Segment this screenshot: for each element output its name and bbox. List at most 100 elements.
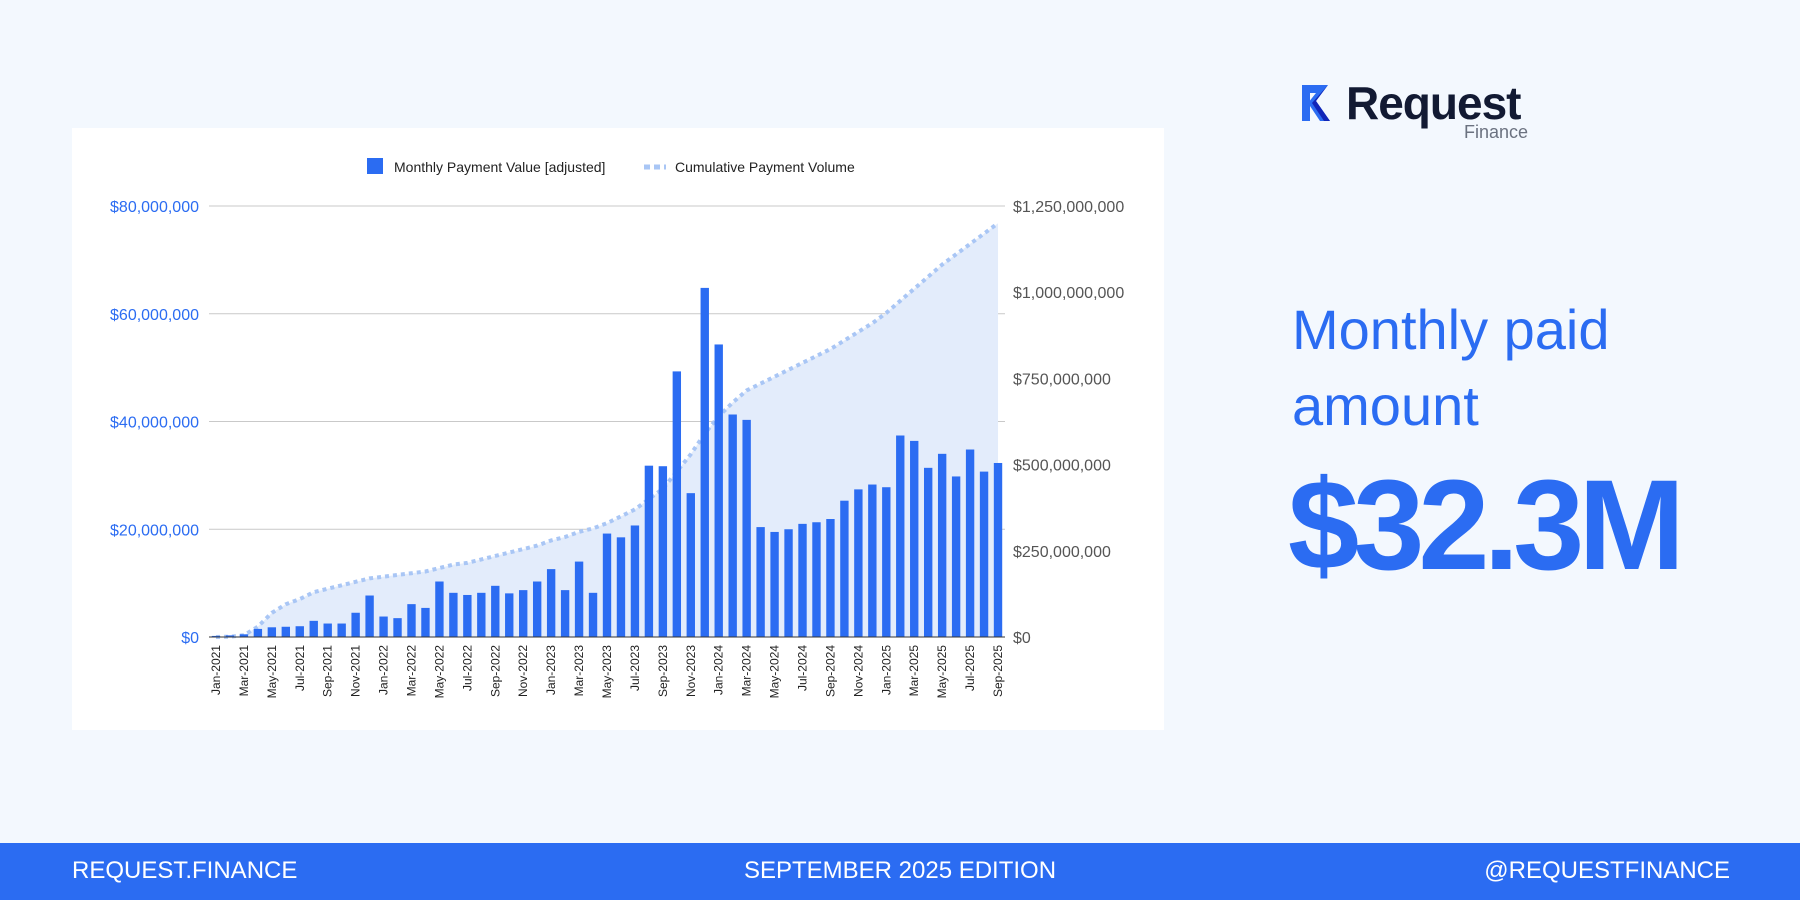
x-tick-label: Mar-2022	[404, 645, 418, 697]
x-tick-label: Nov-2022	[516, 645, 530, 697]
bar-May-2023	[602, 533, 612, 637]
x-tick-label: May-2024	[768, 645, 782, 699]
bar-Nov-2023	[686, 493, 695, 637]
x-tick-label: Jan-2022	[377, 645, 391, 695]
bar-May-2022	[435, 581, 444, 637]
bar-May-2024	[770, 531, 779, 637]
x-tick-label: May-2025	[935, 645, 949, 699]
x-tick-label: Sep-2022	[488, 645, 502, 697]
bar-Sep-2023	[658, 466, 668, 637]
bar-Oct-2022	[505, 593, 514, 637]
x-tick-label: Jan-2024	[712, 645, 726, 695]
y-right-tick-label: $1,250,000,000	[1013, 199, 1124, 216]
bar-Jan-2021	[211, 635, 221, 637]
x-tick-label: May-2023	[600, 645, 614, 699]
x-tick-label: Sep-2023	[656, 645, 670, 697]
bar-Feb-2025	[896, 435, 905, 637]
x-tick-label: Sep-2024	[823, 645, 837, 697]
payments-chart: $0 $20,000,000 $40,000,000 $60,000,000 $80,0…	[110, 158, 1124, 699]
bar-Sep-2024	[826, 519, 835, 637]
bar-Aug-2025	[979, 471, 989, 637]
bar-Jan-2023	[546, 569, 556, 637]
y-left-tick-label: $20,000,000	[110, 522, 199, 539]
bar-Aug-2023	[644, 465, 654, 637]
bar-Jul-2022	[463, 594, 472, 637]
highlight-value: $32.3M	[1288, 454, 1685, 597]
bar-Feb-2022	[393, 618, 402, 637]
bar-Apr-2024	[756, 527, 765, 637]
legend-bar-swatch	[367, 158, 383, 174]
x-tick-label: Jul-2021	[293, 645, 307, 691]
request-logo-icon	[1302, 85, 1330, 121]
bar-Dec-2024	[868, 484, 877, 637]
bar-May-2021	[267, 627, 277, 637]
bar-Oct-2021	[337, 623, 346, 637]
footer-handle[interactable]: @REQUESTFINANCE	[1484, 857, 1730, 884]
bar-Nov-2024	[854, 489, 863, 637]
bar-Jul-2024	[798, 523, 807, 637]
bar-Apr-2021	[253, 628, 263, 637]
bar-Jun-2022	[449, 592, 458, 637]
bar-Mar-2023	[574, 561, 584, 637]
x-tick-label: Mar-2021	[237, 645, 251, 697]
footer-website[interactable]: REQUEST.FINANCE	[72, 857, 298, 884]
footer-edition: SEPTEMBER 2025 EDITION	[743, 857, 1057, 884]
x-tick-label: Jan-2021	[209, 645, 223, 695]
bar-Nov-2021	[351, 612, 360, 637]
legend-bar-label: Monthly Payment Value [adjusted]	[394, 159, 605, 175]
footer-bar: REQUEST.FINANCE SEPTEMBER 2025 EDITION @…	[0, 843, 1800, 900]
bar-Jul-2023	[630, 525, 640, 637]
bar-Aug-2024	[812, 522, 821, 637]
bar-Jul-2025	[965, 449, 975, 637]
y-left-tick-label: $40,000,000	[110, 415, 199, 432]
brand-sub: Finance	[1463, 122, 1528, 142]
x-tick-label: May-2022	[432, 645, 446, 699]
x-tick-label: Mar-2023	[572, 645, 586, 697]
bar-Jul-2021	[295, 626, 304, 637]
x-tick-label: Nov-2021	[349, 645, 363, 697]
bar-Dec-2023	[700, 287, 709, 637]
bar-Feb-2021	[225, 635, 235, 637]
y-right-tick-label: $250,000,000	[1013, 544, 1111, 561]
bar-Aug-2022	[477, 592, 486, 637]
bar-Apr-2025	[924, 467, 933, 637]
cumulative-line	[215, 221, 1000, 639]
bar-Aug-2021	[309, 620, 318, 637]
y-left-tick-label: $0	[181, 630, 199, 647]
bar-Nov-2022	[519, 590, 528, 637]
bar-Feb-2023	[560, 590, 570, 637]
bar-Mar-2021	[239, 634, 249, 637]
bar-Dec-2021	[365, 595, 374, 637]
x-tick-label: Jul-2022	[460, 645, 474, 691]
brand-name: Request	[1346, 77, 1521, 129]
bar-Jun-2025	[951, 476, 961, 637]
x-tick-label: Jan-2023	[544, 645, 558, 695]
x-tick-label: Mar-2024	[740, 645, 754, 697]
bar-Dec-2022	[532, 581, 542, 637]
y-right-tick-label: $500,000,000	[1013, 458, 1111, 475]
chart-card: $0 $20,000,000 $40,000,000 $60,000,000 $80,0…	[72, 128, 1164, 730]
y-right-tick-label: $0	[1013, 630, 1031, 647]
x-tick-label: May-2021	[265, 645, 279, 699]
y-right-tick-label: $1,000,000,000	[1013, 285, 1124, 302]
bar-Sep-2022	[491, 585, 500, 637]
brand-logo: Request Finance	[1298, 77, 1538, 148]
y-left-tick-label: $60,000,000	[110, 307, 199, 324]
bar-Sep-2025	[993, 462, 1003, 637]
legend-cumulative-label: Cumulative Payment Volume	[675, 159, 855, 175]
y-left-tick-label: $80,000,000	[110, 199, 199, 216]
y-right-tick-label: $750,000,000	[1013, 371, 1111, 388]
x-tick-label: Nov-2024	[851, 645, 865, 697]
x-tick-label: Jul-2025	[963, 645, 977, 691]
bar-May-2025	[937, 453, 947, 637]
bar-Apr-2023	[588, 592, 598, 637]
x-tick-label: Mar-2025	[907, 645, 921, 697]
bar-Apr-2022	[421, 607, 430, 637]
bar-Mar-2025	[910, 440, 919, 637]
x-tick-label: Nov-2023	[684, 645, 698, 697]
x-tick-label: Jul-2023	[628, 645, 642, 691]
bar-Jun-2021	[281, 626, 290, 637]
x-tick-label: Sep-2025	[991, 645, 1005, 697]
bar-Jan-2024	[714, 344, 723, 637]
bar-Mar-2022	[407, 604, 416, 637]
